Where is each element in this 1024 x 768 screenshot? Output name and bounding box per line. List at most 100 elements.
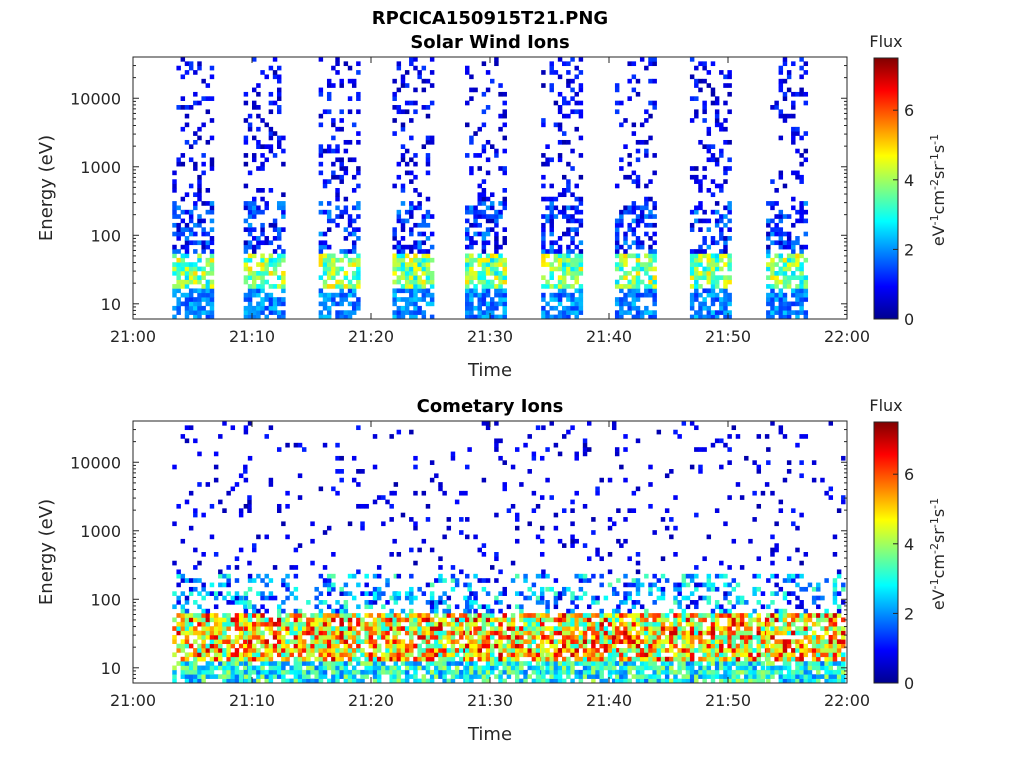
spectrogram-cell (644, 118, 649, 123)
spectrogram-cell (343, 674, 349, 679)
spectrogram-cell (209, 253, 215, 259)
spectrogram-cell (570, 270, 575, 276)
spectrogram-cell (252, 305, 257, 311)
spectrogram-cell (541, 661, 546, 666)
spectrogram-cell (735, 482, 741, 487)
spectrogram-cell (188, 674, 194, 679)
spectrogram-cell (404, 284, 410, 289)
spectrogram-cell (477, 648, 482, 653)
spectrogram-cell (260, 166, 265, 171)
spectrogram-cell (209, 205, 215, 211)
spectrogram-cell (356, 284, 361, 289)
spectrogram-cell (272, 257, 278, 263)
spectrogram-cell (356, 643, 361, 649)
spectrogram-cell (689, 661, 695, 666)
spectrogram-cell (413, 57, 418, 62)
spectrogram-cell (710, 310, 716, 315)
spectrogram-cell (268, 595, 274, 601)
spectrogram-cell (209, 288, 215, 294)
spectrogram-cell (339, 78, 344, 84)
spectrogram-cell (614, 591, 620, 596)
spectrogram-cell (786, 305, 792, 311)
spectrogram-cell (706, 227, 712, 232)
spectrogram-cell (473, 669, 478, 675)
spectrogram-cell (247, 573, 253, 579)
spectrogram-cell (351, 78, 357, 84)
spectrogram-cell (392, 288, 397, 294)
spectrogram-cell (494, 266, 499, 272)
spectrogram-cell (614, 674, 620, 679)
spectrogram-cell (549, 586, 554, 592)
spectrogram-cell (193, 586, 198, 592)
spectrogram-cell (591, 613, 596, 618)
spectrogram-cell (570, 538, 575, 544)
spectrogram-cell (714, 573, 720, 579)
spectrogram-cell (752, 617, 757, 623)
spectrogram-cell (490, 78, 495, 84)
spectrogram-cell (396, 573, 402, 579)
spectrogram-cell (360, 674, 365, 679)
spectrogram-cell (260, 222, 265, 228)
y-tick-label: 1000 (80, 158, 121, 177)
spectrogram-cell (188, 591, 194, 596)
spectrogram-cell (364, 600, 369, 605)
spectrogram-cell (510, 503, 516, 509)
spectrogram-cell (318, 652, 324, 658)
spectrogram-cell (639, 218, 645, 224)
spectrogram-cell (281, 284, 286, 289)
spectrogram-cell (498, 214, 503, 219)
spectrogram-cell (719, 639, 724, 644)
spectrogram-cell (356, 61, 361, 67)
spectrogram-cell (172, 626, 177, 631)
spectrogram-cell (714, 613, 720, 618)
spectrogram-cell (494, 630, 499, 636)
spectrogram-cell (413, 270, 418, 276)
spectrogram-cell (727, 262, 732, 267)
spectrogram-cell (247, 170, 253, 176)
spectrogram-cell (694, 586, 699, 592)
spectrogram-cell (481, 192, 487, 198)
spectrogram-cell (197, 253, 202, 259)
spectrogram-cell (639, 604, 645, 610)
spectrogram-cell (477, 305, 482, 311)
spectrogram-cell (281, 227, 286, 232)
spectrogram-cell (209, 218, 215, 224)
spectrogram-cell (694, 604, 699, 610)
spectrogram-cell (201, 678, 206, 683)
spectrogram-cell (247, 639, 253, 644)
spectrogram-cell (627, 288, 632, 294)
spectrogram-cell (347, 78, 353, 84)
spectrogram-cell (502, 205, 507, 211)
spectrogram-cell (549, 70, 554, 75)
spectrogram-cell (574, 74, 579, 80)
spectrogram-cell (356, 613, 361, 618)
spectrogram-cell (473, 608, 478, 614)
spectrogram-cell (429, 231, 435, 237)
spectrogram-cell (778, 87, 784, 93)
spectrogram-cell (669, 621, 674, 627)
spectrogram-cell (553, 512, 559, 518)
spectrogram-cell (702, 674, 707, 679)
spectrogram-cell (698, 201, 703, 206)
spectrogram-cell (351, 292, 357, 298)
spectrogram-cell (702, 236, 707, 241)
spectrogram-cell (714, 508, 720, 513)
spectrogram-cell (176, 621, 181, 627)
spectrogram-cell (438, 617, 443, 623)
spectrogram-cell (243, 477, 249, 483)
spectrogram-cell (184, 665, 190, 671)
spectrogram-cell (197, 314, 202, 319)
spectrogram-cell (392, 118, 397, 123)
spectrogram-cell (351, 573, 357, 579)
spectrogram-cell (213, 451, 219, 457)
spectrogram-cell (639, 310, 645, 315)
spectrogram-cell (172, 253, 177, 259)
spectrogram-cell (222, 665, 227, 671)
spectrogram-cell (481, 613, 487, 618)
spectrogram-cell (318, 310, 324, 315)
spectrogram-cell (450, 669, 456, 675)
spectrogram-cell (442, 613, 447, 618)
spectrogram-cell (648, 674, 653, 679)
spectrogram-cell (421, 639, 427, 644)
spectrogram-cell (252, 244, 257, 250)
